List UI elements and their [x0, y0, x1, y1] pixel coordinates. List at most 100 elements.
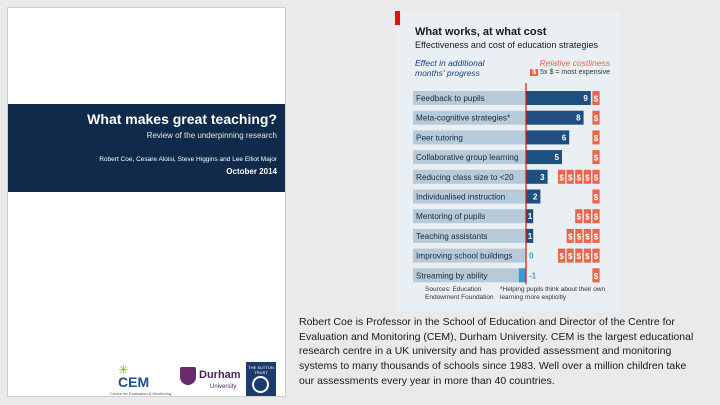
cost-box [575, 209, 583, 224]
category-label: Feedback to pupils [416, 94, 485, 103]
bar [518, 268, 526, 283]
bar [526, 110, 584, 125]
cost-symbol: $ [594, 154, 599, 163]
data-label: -1 [529, 271, 537, 280]
report-authors: Robert Coe, Cesare Aloisi, Steve Higgins… [99, 156, 277, 163]
cem-wordmark: CEM [118, 374, 150, 390]
bar [526, 228, 534, 243]
chart-cost-key: $ 5x $ = most expensive [530, 69, 610, 76]
durham-crest-icon [180, 367, 196, 385]
sutton-trust-logo: THE SUTTON TRUST [246, 362, 276, 396]
cost-symbol: $ [568, 232, 573, 241]
cost-symbol: $ [594, 95, 599, 104]
durham-university-text: University [210, 384, 237, 390]
chart-source: Sources: Education Endowment Foundation [425, 286, 494, 301]
cost-symbol: $ [594, 134, 599, 143]
cost-symbol: $ [594, 173, 599, 182]
cost-symbol: $ [594, 213, 599, 222]
data-label: 9 [583, 94, 588, 103]
cost-box [592, 150, 600, 165]
cost-box [592, 91, 600, 105]
data-label: 1 [528, 212, 533, 221]
cost-box [566, 248, 574, 263]
category-box [413, 228, 526, 243]
cost-box [575, 248, 583, 263]
cost-symbol: $ [585, 213, 590, 222]
category-box [413, 91, 526, 105]
report-date: October 2014 [226, 167, 277, 176]
author-bio: Robert Coe is Professor in the School of… [299, 316, 694, 387]
cost-box [592, 228, 600, 243]
chart-accent-tag [395, 11, 400, 25]
cem-tagline: Centre for Evaluation & Monitoring [110, 391, 172, 396]
cost-symbol: $ [568, 252, 573, 261]
cost-symbol: $ [585, 232, 590, 241]
data-label: 2 [533, 193, 538, 202]
category-label: Teaching assistants [416, 232, 487, 241]
category-box [413, 248, 526, 263]
cem-star-icon: ✳ [118, 362, 129, 377]
cost-symbol: $ [577, 232, 582, 241]
cost-symbol: $ [577, 213, 582, 222]
category-box [413, 130, 526, 145]
category-label: Meta-cognitive strategies* [416, 114, 511, 123]
cost-box [592, 110, 600, 125]
category-label: Reducing class size to <20 [416, 173, 514, 182]
durham-logo: Durham University [180, 367, 241, 397]
cost-box [566, 169, 574, 184]
cost-key-text: 5x $ = most expensive [540, 69, 610, 76]
data-label: 8 [576, 114, 581, 123]
cost-box [592, 169, 600, 184]
cost-box [575, 228, 583, 243]
category-box [413, 268, 526, 283]
data-label: 0 [529, 252, 534, 261]
durham-wordmark: Durham [199, 369, 241, 381]
cost-box [558, 169, 566, 184]
chart-plot: Feedback to pupils 9 $ Meta-cognitive strat… [413, 83, 600, 285]
cem-logo: ✳ CEM Centre for Evaluation & Monitoring [110, 362, 171, 396]
report-title-band: What makes great teaching? Review of the… [8, 104, 285, 192]
cost-box [583, 209, 591, 224]
category-label: Collaborative group learning [416, 153, 519, 162]
chart-footnote: *Helping pupils think about their own le… [500, 286, 606, 301]
bar [526, 209, 534, 224]
cost-symbol: $ [585, 173, 590, 182]
sutton-trust-text: THE SUTTON TRUST [248, 365, 274, 375]
chart-card: What works, at what cost Effectiveness a… [395, 11, 620, 312]
cost-symbol: $ [594, 114, 599, 123]
data-label: 5 [555, 153, 560, 162]
data-label: 3 [540, 173, 545, 182]
category-label: Individualised instruction [416, 193, 506, 202]
category-box [413, 150, 526, 165]
category-label: Streaming by ability [416, 271, 488, 280]
bar [526, 169, 548, 184]
cost-symbol: $ [594, 272, 599, 281]
bar [526, 130, 570, 145]
cost-symbol: $ [559, 173, 564, 182]
cost-box [583, 228, 591, 243]
cost-symbol: $ [585, 252, 590, 261]
category-label: Mentoring of pupils [416, 212, 485, 221]
cost-box [592, 130, 600, 145]
cost-box [558, 248, 566, 263]
chart-effect-header: Effect in additional months' progress [415, 58, 485, 78]
cost-box [583, 248, 591, 263]
category-label: Improving school buildings [416, 252, 512, 261]
cost-box [566, 228, 574, 243]
category-box [413, 189, 526, 204]
cost-box [583, 169, 591, 184]
bar [526, 91, 591, 105]
cost-box [592, 248, 600, 263]
bar [526, 189, 541, 204]
cost-box [592, 209, 600, 224]
cost-symbol: $ [577, 252, 582, 261]
category-box [413, 209, 526, 224]
cost-symbol: $ [559, 252, 564, 261]
category-box [413, 110, 526, 125]
cost-symbol: $ [577, 173, 582, 182]
category-box [413, 169, 526, 184]
cost-symbol: $ [594, 252, 599, 261]
category-label: Peer tutoring [416, 133, 463, 142]
cost-key-badge: $ [530, 69, 539, 76]
cost-box [592, 189, 600, 204]
